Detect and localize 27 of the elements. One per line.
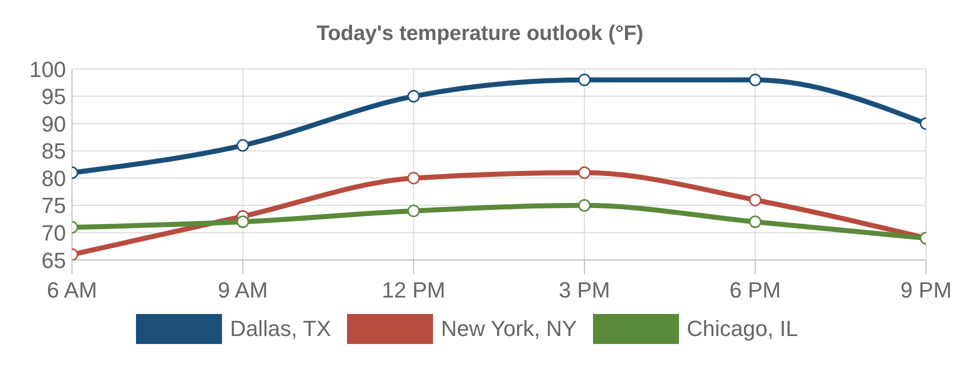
- y-tick-label: 80: [42, 166, 66, 191]
- y-tick-label: 85: [42, 138, 66, 164]
- point: [578, 199, 591, 212]
- y-tick-label: 75: [42, 193, 66, 218]
- y-tick-label: 100: [29, 56, 66, 82]
- y-tick-label: 70: [42, 220, 66, 246]
- x-tick-label: 12 PM: [382, 278, 446, 303]
- point: [578, 74, 591, 86]
- point: [748, 74, 762, 86]
- x-tick-label: 6 PM: [730, 278, 781, 303]
- x-tick-label: 6 AM: [46, 278, 98, 303]
- point: [407, 204, 420, 218]
- legend-label: Dallas, TX: [230, 316, 332, 342]
- x-tick-label: 9 PM: [900, 278, 952, 303]
- point: [748, 216, 762, 228]
- x-tick-label: 9 AM: [218, 278, 268, 303]
- legend-label: New York, NY: [441, 316, 577, 342]
- x-tick-label: 3 PM: [558, 278, 610, 303]
- point: [748, 194, 762, 206]
- point: [578, 166, 591, 179]
- point: [407, 172, 420, 184]
- y-tick-label: 95: [42, 84, 66, 110]
- y-tick-label: 65: [42, 248, 66, 273]
- chart-title: Today's temperature outlook (°F): [316, 21, 644, 47]
- point: [407, 90, 420, 103]
- legend-label: Chicago, IL: [686, 316, 798, 342]
- y-tick-label: 90: [42, 111, 66, 136]
